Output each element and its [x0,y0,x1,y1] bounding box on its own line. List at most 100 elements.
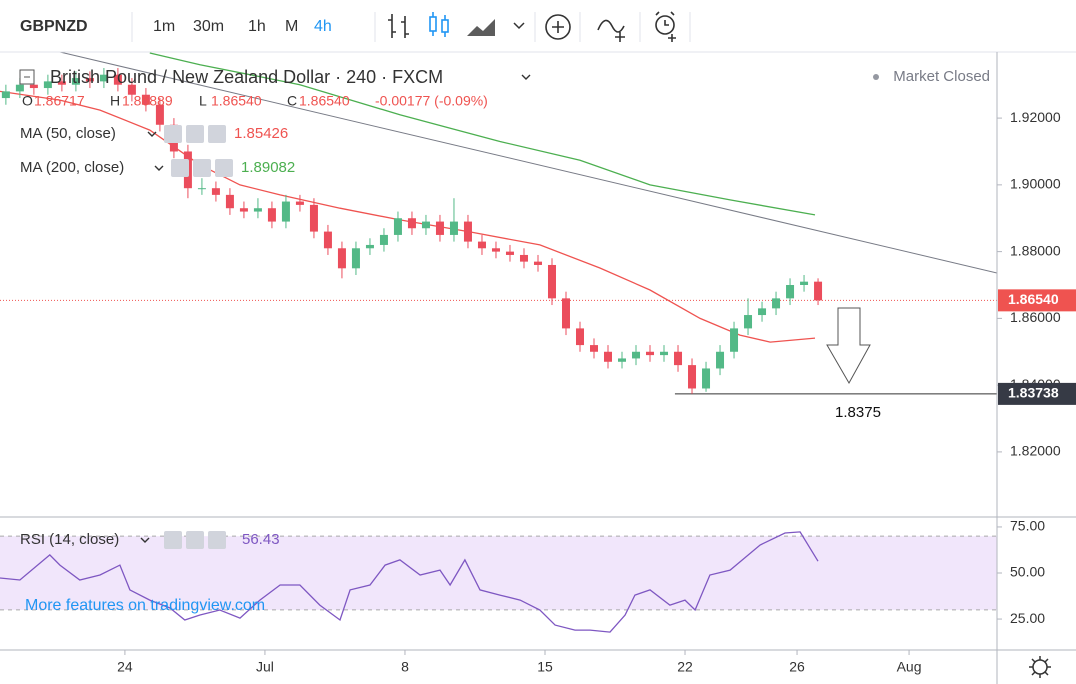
candle-body [281,201,290,222]
legend-button[interactable] [164,531,182,549]
candle-body [85,78,94,82]
y-tick-label: 50.00 [1010,564,1045,580]
ohlc-label: O [22,93,33,109]
y-tick-label: 25.00 [1010,610,1045,626]
candle-body [29,84,38,89]
x-tick-label: 15 [537,659,553,675]
candle-body [632,351,641,359]
intervals: 1m 30m 1h M 4h [153,18,332,35]
candle-body [561,298,570,329]
rsi-pane: More features on tradingview.com RSI (14,… [0,531,997,633]
y-tick-label: 75.00 [1010,518,1045,534]
status-dot [873,74,879,80]
candle-body [744,315,753,329]
candle-body [351,248,360,269]
candle-body [463,221,472,242]
legend-value: 56.43 [242,531,280,548]
market-status: Market Closed [893,68,990,85]
y-tick-label: 1.88000 [1010,242,1061,258]
candle-body [239,208,248,212]
dropdown[interactable] [521,74,531,80]
alert-icon[interactable] [655,15,675,35]
ohlc-label: C [287,93,297,109]
candle-body [547,264,556,299]
candle-body [716,351,725,369]
x-tick-label: Jul [256,659,274,675]
bars-icon[interactable] [388,14,409,38]
candle-body [253,208,262,212]
legend-button[interactable] [215,159,233,177]
interval[interactable]: 1m [153,18,175,35]
indicators-icon[interactable] [597,19,625,42]
symbol[interactable]: GBPNZD [20,18,88,35]
ohlc-value: 1.86540 [299,93,350,109]
legend-value: 1.85426 [234,125,288,142]
arrow-drawing [826,307,871,385]
candle-body [379,234,388,245]
dropdown[interactable] [513,22,525,30]
change: -0.00177 (-0.09%) [375,93,488,109]
interval[interactable]: M [285,18,298,35]
chart-title: British Pound / New Zealand Dollar · 240… [50,67,443,87]
candle-body [365,244,374,249]
candle-body [99,74,108,82]
candle-body [814,281,823,301]
price-tag [998,289,1076,312]
rsi-line [0,531,819,633]
candle-body [295,201,304,205]
x-tick-label: 26 [789,659,805,675]
legend-name: MA (50, close) [20,125,116,142]
alert-parts [655,11,676,42]
candle-body [225,194,234,209]
interval[interactable]: 1h [248,18,266,35]
candle-body [618,358,627,362]
compare-icon[interactable] [545,14,571,40]
dropdown[interactable] [140,537,150,543]
candle-body [688,365,697,389]
candle-body [155,104,164,125]
candles-icon[interactable] [429,12,449,37]
candle-body [449,221,458,235]
interval[interactable]: 30m [193,18,224,35]
area-icon[interactable] [467,19,495,36]
candle-body [211,188,220,195]
moving-average [149,52,816,216]
legend-button[interactable] [186,531,204,549]
legend-button[interactable] [171,159,189,177]
price-tag-label: 1.86540 [1008,291,1059,307]
y-tick-label: 1.82000 [1010,443,1061,459]
legend-value: 1.89082 [241,159,295,176]
candle-body [758,308,767,316]
candle-body [702,368,711,389]
legend-button[interactable] [208,531,226,549]
legend-button[interactable] [208,125,226,143]
candle-body [772,298,781,309]
candle-body [113,74,122,85]
legend-button[interactable] [164,125,182,143]
y-tick-label: 1.86000 [1010,309,1061,325]
panes: 1.8375 More features on tradingview.com RS… [0,52,997,633]
candle-body [15,84,24,92]
candle-body [604,351,613,362]
indicator-legend: MA (50, close) 1.85426 MA (200, close) 1.89… [20,125,295,177]
candle-body [674,351,683,366]
legend-button[interactable] [193,159,211,177]
legend-button[interactable] [186,125,204,143]
candle-body [800,281,809,286]
candle-body [477,241,486,249]
dropdown[interactable] [154,165,164,171]
ohlc-label: L [199,93,207,109]
x-tick-label: 8 [401,659,409,675]
ohlc-value: 1.86889 [122,93,173,109]
dropdown[interactable] [147,131,157,137]
watermark[interactable]: More features on tradingview.com [25,597,265,614]
toolbar: GBPNZD 1m 30m 1h M 4h [0,0,1076,53]
legend-name: MA (200, close) [20,159,124,176]
candle-body [589,345,598,352]
icon-part [432,12,446,37]
candle-body [660,351,669,356]
support-annotation: 1.8375 [835,404,881,421]
candle-body [505,251,514,255]
interval[interactable]: 4h [314,18,332,35]
